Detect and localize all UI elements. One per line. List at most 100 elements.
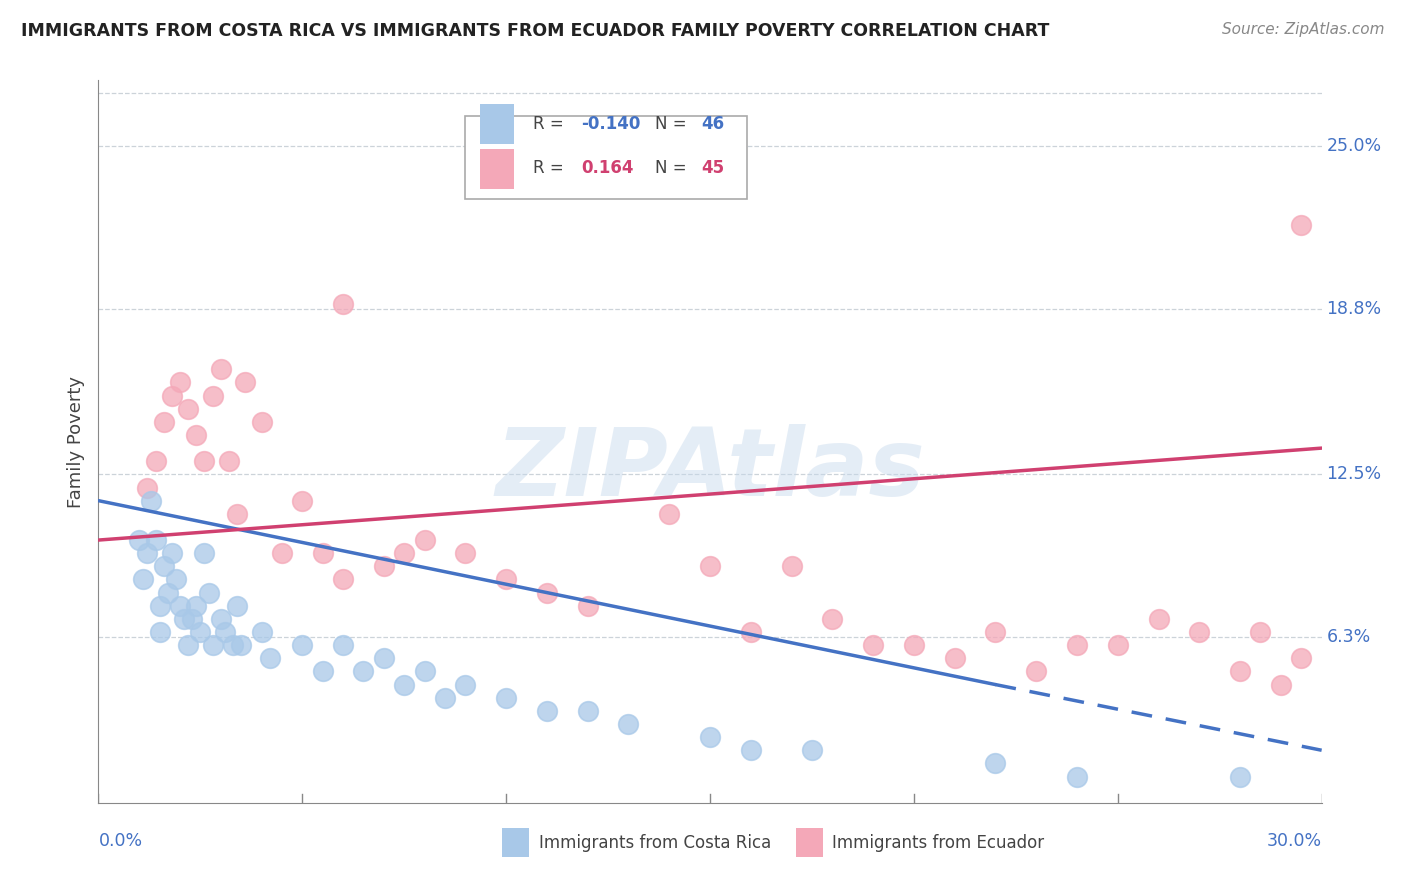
Point: [233, 376, 256, 390]
Point: [160, 388, 183, 402]
Text: Source: ZipAtlas.com: Source: ZipAtlas.com: [1222, 22, 1385, 37]
Point: [214, 625, 236, 640]
FancyBboxPatch shape: [479, 149, 515, 189]
Point: [186, 428, 208, 442]
Point: [1066, 638, 1088, 652]
Point: [136, 546, 159, 560]
Text: 45: 45: [702, 160, 724, 178]
Point: [801, 743, 824, 757]
Point: [145, 454, 167, 468]
Point: [780, 559, 803, 574]
Point: [270, 546, 294, 560]
Text: N =: N =: [655, 115, 692, 133]
Point: [576, 704, 599, 718]
Text: Immigrants from Costa Rica: Immigrants from Costa Rica: [538, 833, 770, 852]
Point: [454, 677, 477, 691]
Point: [740, 625, 762, 640]
Point: [1025, 665, 1047, 679]
Point: [1291, 651, 1313, 665]
Point: [658, 507, 681, 521]
Point: [312, 665, 335, 679]
Point: [197, 585, 219, 599]
Point: [984, 756, 1007, 771]
Point: [1229, 665, 1251, 679]
Point: [177, 638, 200, 652]
Point: [943, 651, 966, 665]
Text: IMMIGRANTS FROM COSTA RICA VS IMMIGRANTS FROM ECUADOR FAMILY POVERTY CORRELATION: IMMIGRANTS FROM COSTA RICA VS IMMIGRANTS…: [21, 22, 1049, 40]
Point: [454, 546, 477, 560]
Point: [617, 717, 640, 731]
Point: [576, 599, 599, 613]
Point: [169, 376, 191, 390]
Point: [373, 559, 395, 574]
Point: [1188, 625, 1211, 640]
Point: [250, 415, 273, 429]
Point: [218, 454, 240, 468]
Point: [231, 638, 253, 652]
Point: [201, 388, 224, 402]
Point: [332, 296, 354, 310]
Point: [699, 559, 721, 574]
Text: Immigrants from Ecuador: Immigrants from Ecuador: [832, 833, 1045, 852]
Point: [699, 730, 721, 744]
Point: [193, 454, 215, 468]
Point: [291, 638, 314, 652]
Point: [152, 415, 174, 429]
FancyBboxPatch shape: [479, 104, 515, 144]
Point: [1107, 638, 1129, 652]
Text: 12.5%: 12.5%: [1326, 466, 1382, 483]
Text: 0.164: 0.164: [582, 160, 634, 178]
Point: [136, 481, 159, 495]
Point: [536, 585, 558, 599]
Point: [1147, 612, 1170, 626]
Point: [259, 651, 281, 665]
Point: [132, 573, 155, 587]
Point: [413, 665, 436, 679]
Point: [250, 625, 273, 640]
Point: [312, 546, 335, 560]
FancyBboxPatch shape: [502, 828, 529, 857]
Text: N =: N =: [655, 160, 692, 178]
Point: [128, 533, 150, 547]
Point: [186, 599, 208, 613]
FancyBboxPatch shape: [796, 828, 823, 857]
Point: [152, 559, 174, 574]
Point: [149, 599, 172, 613]
Text: 0.0%: 0.0%: [98, 831, 142, 850]
Point: [495, 690, 517, 705]
Point: [193, 546, 215, 560]
Point: [1291, 218, 1313, 232]
Point: [291, 493, 314, 508]
Point: [821, 612, 844, 626]
Point: [181, 612, 204, 626]
Text: 46: 46: [702, 115, 724, 133]
Point: [862, 638, 884, 652]
Text: -0.140: -0.140: [582, 115, 641, 133]
Text: R =: R =: [533, 115, 568, 133]
Point: [165, 573, 187, 587]
Point: [1270, 677, 1292, 691]
Point: [222, 638, 245, 652]
Point: [392, 546, 416, 560]
Point: [495, 573, 517, 587]
Point: [332, 638, 354, 652]
Point: [392, 677, 416, 691]
Point: [740, 743, 762, 757]
Point: [156, 585, 179, 599]
Point: [1249, 625, 1271, 640]
Point: [145, 533, 167, 547]
Point: [160, 546, 183, 560]
FancyBboxPatch shape: [465, 117, 747, 200]
Text: R =: R =: [533, 160, 568, 178]
Point: [188, 625, 212, 640]
Point: [1066, 770, 1088, 784]
Point: [226, 599, 249, 613]
Point: [173, 612, 195, 626]
Point: [373, 651, 395, 665]
Point: [536, 704, 558, 718]
Text: 6.3%: 6.3%: [1326, 628, 1371, 647]
Point: [984, 625, 1007, 640]
Point: [141, 493, 163, 508]
Point: [434, 690, 457, 705]
Point: [209, 362, 232, 376]
